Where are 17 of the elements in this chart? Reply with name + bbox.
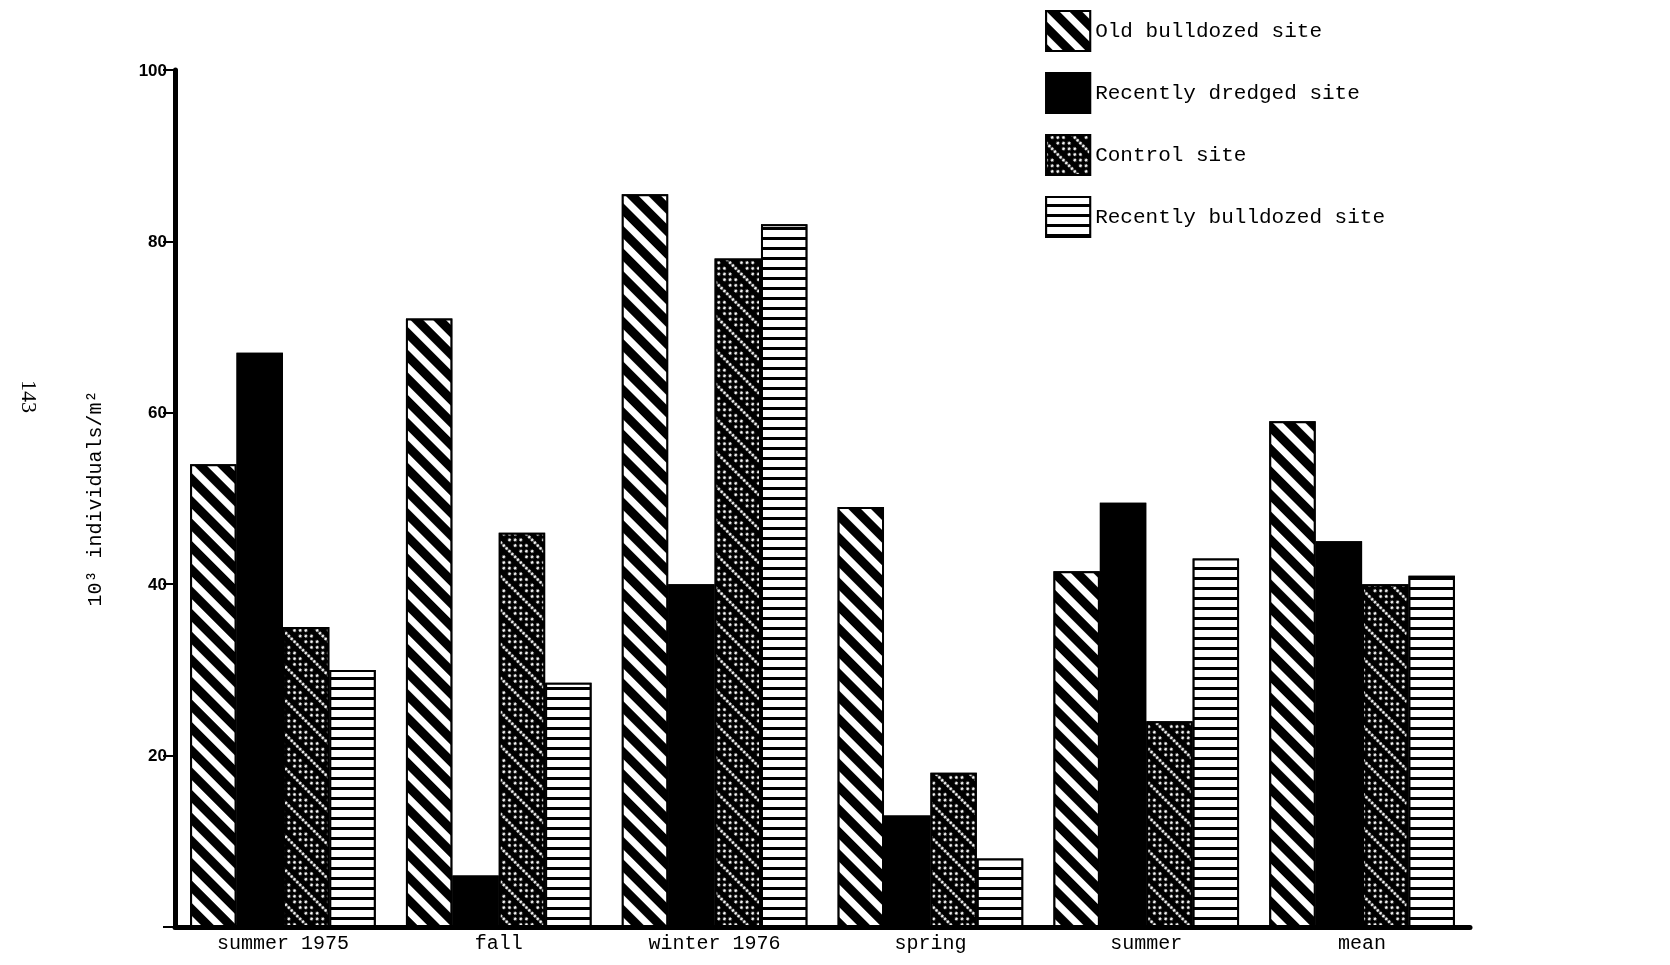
y-tick-label: 20 — [148, 746, 167, 766]
x-tick-label: spring — [894, 931, 967, 955]
x-tick-label: summer — [1110, 931, 1183, 955]
y-tick-label: 100 — [138, 60, 167, 80]
text: 143 — [16, 380, 42, 413]
legend-label: Recently dredged site — [1095, 81, 1360, 105]
legend-label: Old bulldozed site — [1095, 19, 1322, 43]
x-tick-label: summer 1975 — [216, 931, 349, 955]
y-axis-title: 10³ individuals/m² — [83, 390, 107, 607]
legend-label: Recently bulldozed site — [1095, 205, 1386, 229]
legend-label: Control site — [1095, 143, 1247, 167]
y-tick-label: 80 — [148, 231, 167, 251]
y-tick-label: 40 — [148, 574, 167, 594]
x-tick-label: winter 1976 — [648, 931, 781, 955]
y-tick-label: 60 — [148, 403, 167, 423]
x-tick-label: fall — [474, 931, 523, 955]
x-tick-label: mean — [1338, 931, 1387, 955]
